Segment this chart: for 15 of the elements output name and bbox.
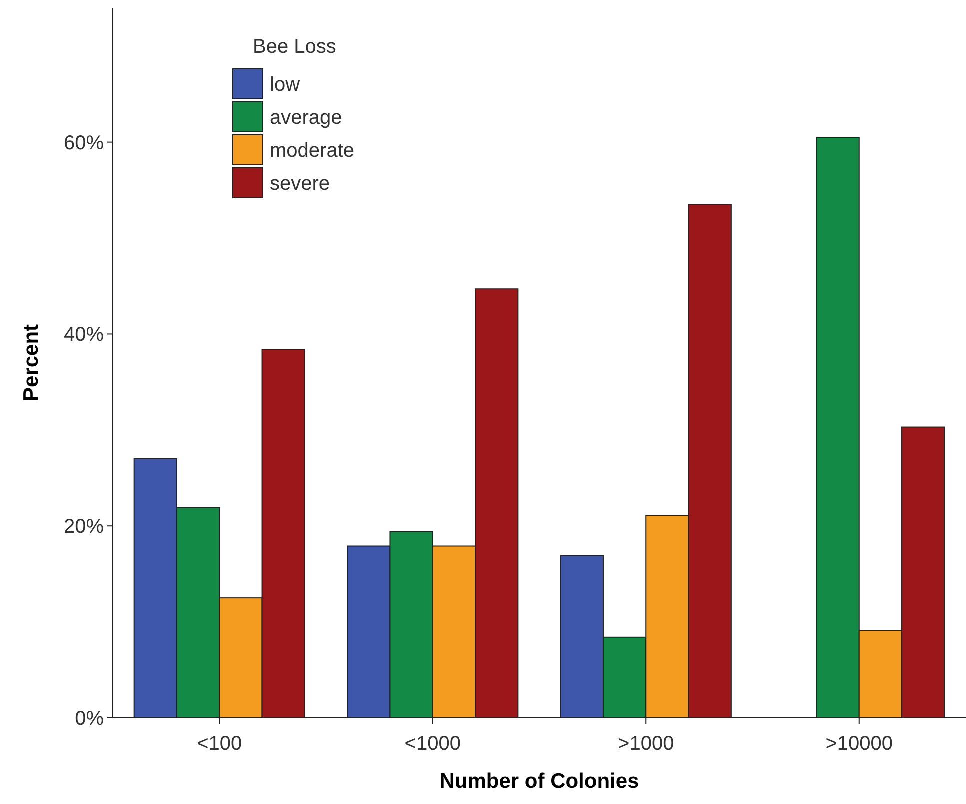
legend-label: severe [270, 173, 330, 195]
y-tick-label: 20% [64, 516, 104, 538]
x-tick-label: >1000 [618, 733, 674, 755]
legend-title: Bee Loss [253, 36, 336, 58]
legend-label: moderate [270, 140, 354, 162]
legend-label: average [270, 107, 342, 129]
legend-label: low [270, 74, 301, 96]
x-tick-label: <1000 [404, 733, 461, 755]
x-axis-title: Number of Colonies [440, 770, 640, 793]
y-tick-label: 0% [75, 708, 104, 730]
x-tick-label: >10000 [826, 733, 894, 755]
y-tick-label: 40% [64, 324, 104, 346]
y-tick-label: 60% [64, 132, 104, 154]
x-tick-label: <100 [197, 733, 242, 755]
y-axis-title: Percent [20, 324, 43, 402]
